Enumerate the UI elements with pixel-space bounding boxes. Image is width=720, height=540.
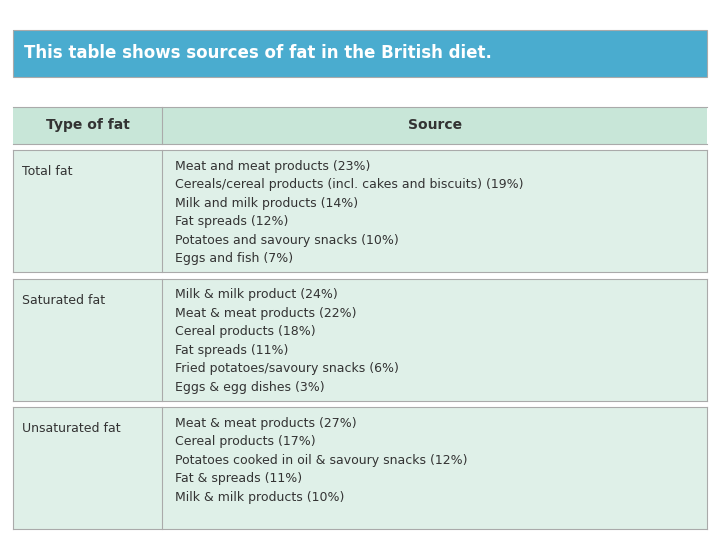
Text: Meat and meat products (23%)
Cereals/cereal products (incl. cakes and biscuits) : Meat and meat products (23%) Cereals/cer…	[175, 160, 523, 265]
FancyBboxPatch shape	[13, 279, 707, 401]
FancyBboxPatch shape	[13, 30, 707, 77]
Text: Total fat: Total fat	[22, 165, 72, 178]
Text: Milk & milk product (24%)
Meat & meat products (22%)
Cereal products (18%)
Fat s: Milk & milk product (24%) Meat & meat pr…	[175, 288, 399, 394]
Text: Type of fat: Type of fat	[45, 118, 130, 132]
Text: Source: Source	[408, 118, 462, 132]
Text: Meat & meat products (27%)
Cereal products (17%)
Potatoes cooked in oil & savour: Meat & meat products (27%) Cereal produc…	[175, 417, 468, 504]
FancyBboxPatch shape	[13, 107, 707, 144]
Text: This table shows sources of fat in the British diet.: This table shows sources of fat in the B…	[24, 44, 492, 63]
Text: Saturated fat: Saturated fat	[22, 294, 104, 307]
FancyBboxPatch shape	[13, 407, 707, 529]
FancyBboxPatch shape	[13, 150, 707, 272]
Text: Unsaturated fat: Unsaturated fat	[22, 422, 120, 435]
